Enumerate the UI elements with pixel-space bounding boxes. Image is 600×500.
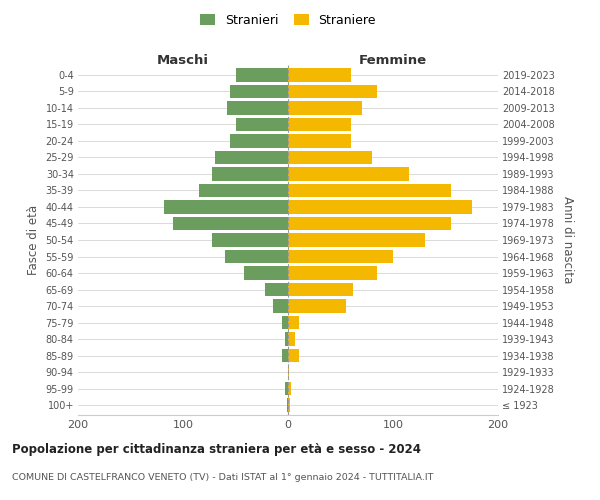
Bar	[235, 68, 288, 82]
Bar	[199, 184, 288, 197]
Bar	[288, 84, 377, 98]
Bar	[288, 200, 472, 214]
Bar	[288, 382, 291, 396]
Text: Maschi: Maschi	[157, 54, 209, 68]
Bar	[288, 366, 289, 379]
Bar	[288, 283, 353, 296]
Bar	[288, 332, 295, 346]
Bar	[265, 283, 288, 296]
Bar	[244, 266, 288, 280]
Bar	[288, 233, 425, 247]
Bar	[227, 101, 288, 114]
Bar	[288, 167, 409, 180]
Bar	[285, 382, 288, 396]
Bar	[287, 398, 288, 412]
Bar	[274, 300, 288, 313]
Bar	[288, 134, 351, 147]
Bar	[288, 101, 361, 114]
Legend: Stranieri, Straniere: Stranieri, Straniere	[197, 11, 379, 29]
Bar	[212, 233, 288, 247]
Bar	[230, 84, 288, 98]
Bar	[173, 216, 288, 230]
Bar	[282, 316, 288, 330]
Bar	[230, 134, 288, 147]
Bar	[288, 250, 393, 264]
Text: Popolazione per cittadinanza straniera per età e sesso - 2024: Popolazione per cittadinanza straniera p…	[12, 442, 421, 456]
Bar	[288, 266, 377, 280]
Y-axis label: Fasce di età: Fasce di età	[27, 205, 40, 275]
Bar	[225, 250, 288, 264]
Bar	[215, 150, 288, 164]
Bar	[235, 118, 288, 131]
Bar	[288, 398, 290, 412]
Bar	[164, 200, 288, 214]
Y-axis label: Anni di nascita: Anni di nascita	[560, 196, 574, 284]
Bar	[288, 68, 351, 82]
Bar	[288, 150, 372, 164]
Bar	[282, 349, 288, 362]
Text: Femmine: Femmine	[359, 54, 427, 68]
Bar	[285, 332, 288, 346]
Bar	[212, 167, 288, 180]
Bar	[288, 349, 299, 362]
Bar	[288, 316, 299, 330]
Text: COMUNE DI CASTELFRANCO VENETO (TV) - Dati ISTAT al 1° gennaio 2024 - TUTTITALIA.: COMUNE DI CASTELFRANCO VENETO (TV) - Dat…	[12, 472, 433, 482]
Bar	[288, 118, 351, 131]
Bar	[288, 184, 451, 197]
Bar	[288, 216, 451, 230]
Bar	[288, 300, 346, 313]
